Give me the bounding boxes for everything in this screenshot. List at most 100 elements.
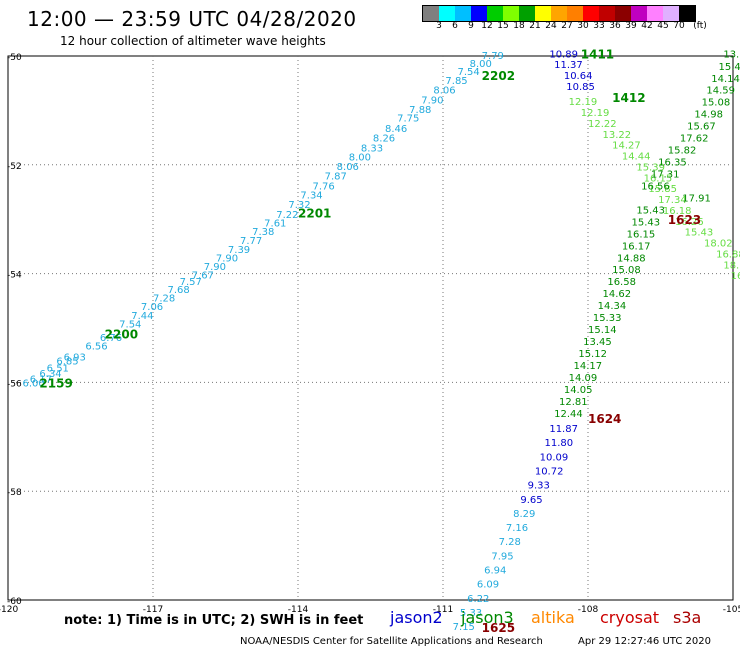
swh-value: 12.19	[581, 108, 610, 119]
swh-value: 7.87	[325, 172, 347, 183]
swh-value: 7.85	[445, 76, 467, 87]
lon-label: -120	[0, 605, 18, 615]
swh-value: 11.87	[549, 424, 578, 435]
swh-value: 14.88	[617, 253, 646, 264]
swh-value: 17.91	[682, 193, 711, 204]
swh-value: 14.09	[569, 373, 598, 384]
swh-value: 15.82	[668, 146, 697, 157]
lat-label: -52	[7, 162, 22, 172]
page-subtitle: 12 hour collection of altimeter wave hei…	[60, 34, 326, 48]
pass-time-label: 1412	[612, 91, 645, 105]
colorbar-swatch	[647, 6, 663, 21]
colorbar-swatch	[551, 6, 567, 21]
swh-value: 14.59	[706, 86, 735, 97]
timestamp: Apr 29 12:27:46 UTC 2020	[578, 636, 711, 647]
legend-jason2: jason2	[390, 608, 443, 627]
swh-value: 17.31	[651, 170, 680, 181]
swh-value: 16.17	[622, 241, 651, 252]
pass-time-label: 2159	[39, 376, 72, 390]
swh-value: 9.33	[528, 481, 550, 492]
swh-value: 16.58	[607, 277, 636, 288]
colorbar-unit-label: (ft)	[693, 21, 707, 31]
colorbar-tick-label: 15	[497, 21, 509, 31]
pass-time-label: 1624	[588, 412, 621, 426]
colorbar-tick-label: 42	[641, 21, 653, 31]
legend-cryosat: cryosat	[600, 608, 660, 627]
swh-value: 15.43	[685, 228, 714, 239]
lon-label: -114	[288, 605, 309, 615]
swh-value: 7.90	[204, 262, 226, 273]
pass-time-label: 2201	[298, 207, 331, 221]
swh-value: 8.00	[470, 59, 492, 70]
swh-value: 16.35	[658, 158, 687, 169]
swh-value: 15.43	[719, 62, 740, 73]
swh-value: 16.88	[716, 249, 740, 260]
swh-value: 18.79	[723, 260, 740, 271]
swh-value: 7.68	[168, 285, 190, 296]
swh-value: 10.64	[564, 71, 593, 82]
swh-value: 18.02	[704, 239, 733, 250]
page-title: 12:00 — 23:59 UTC 04/28/2020	[27, 7, 357, 31]
swh-value: 6.51	[47, 364, 69, 375]
swh-value: 13.22	[603, 130, 632, 141]
pass-time-label: 1623	[668, 213, 701, 227]
swh-value: 10.89	[549, 49, 578, 60]
colorbar-tick-label: 30	[577, 21, 589, 31]
swh-value: 5.33	[460, 608, 482, 619]
swh-value: 7.88	[409, 105, 431, 116]
colorbar-swatch	[439, 6, 455, 21]
colorbar-swatch	[423, 6, 439, 21]
colorbar-swatch	[599, 6, 615, 21]
swh-value: 7.44	[131, 311, 153, 322]
lon-label: -108	[578, 605, 599, 615]
swh-value: 14.27	[612, 141, 641, 152]
swh-value: 16.18	[663, 206, 692, 217]
lat-label: -58	[7, 488, 22, 498]
swh-value: 7.57	[180, 277, 202, 288]
colorbar-swatch	[631, 6, 647, 21]
colorbar-swatch	[471, 6, 487, 21]
swh-value: 15.67	[687, 122, 716, 133]
swh-value: 7.75	[397, 113, 419, 124]
map-frame	[7, 55, 734, 601]
swh-value: 8.46	[385, 124, 407, 135]
lat-label: -56	[7, 379, 22, 389]
swh-value: 7.38	[252, 227, 274, 238]
colorbar-tick-label: 9	[468, 21, 474, 31]
swh-value: 8.00	[349, 153, 371, 164]
swh-value: 16.26	[675, 217, 704, 228]
swh-value: 11.37	[554, 60, 583, 71]
swh-value: 7.06	[141, 302, 163, 313]
colorbar-swatch	[583, 6, 599, 21]
swh-value: 12.22	[588, 119, 617, 130]
swh-value: 14.98	[694, 110, 723, 121]
colorbar-tick-label: 36	[609, 21, 621, 31]
swh-value: 14.34	[598, 301, 627, 312]
colorbar-swatch	[567, 6, 583, 21]
swh-value: 8.06	[433, 86, 455, 97]
pass-time-label: 2200	[105, 327, 138, 341]
colorbar-swatch	[503, 6, 519, 21]
swh-value: 13.45	[583, 337, 612, 348]
lat-label: -54	[7, 271, 22, 281]
swh-value: 7.15	[453, 622, 475, 633]
swh-value: 17.62	[680, 134, 709, 145]
swh-value: 8.33	[361, 143, 383, 154]
swh-value: 7.77	[240, 236, 262, 247]
swh-value: 15.85	[648, 184, 677, 195]
swh-value: 7.54	[458, 67, 480, 78]
colorbar-tick-label: 12	[481, 21, 493, 31]
colorbar-tick-label: 27	[561, 21, 573, 31]
swh-value: 15.14	[588, 325, 617, 336]
swh-value: 7.79	[482, 51, 504, 62]
swh-value: 6.56	[85, 341, 107, 352]
swh-value: 14.44	[622, 152, 651, 163]
swh-value: 14.62	[603, 289, 632, 300]
swh-value: 8.29	[513, 509, 535, 520]
swh-value: 14.17	[574, 361, 603, 372]
colorbar-tick-label: 21	[529, 21, 541, 31]
credit-line: NOAA/NESDIS Center for Satellite Applica…	[240, 636, 543, 647]
colorbar-tick-label: 24	[545, 21, 557, 31]
swh-value: 7.28	[153, 294, 175, 305]
swh-value: 12.81	[559, 397, 588, 408]
